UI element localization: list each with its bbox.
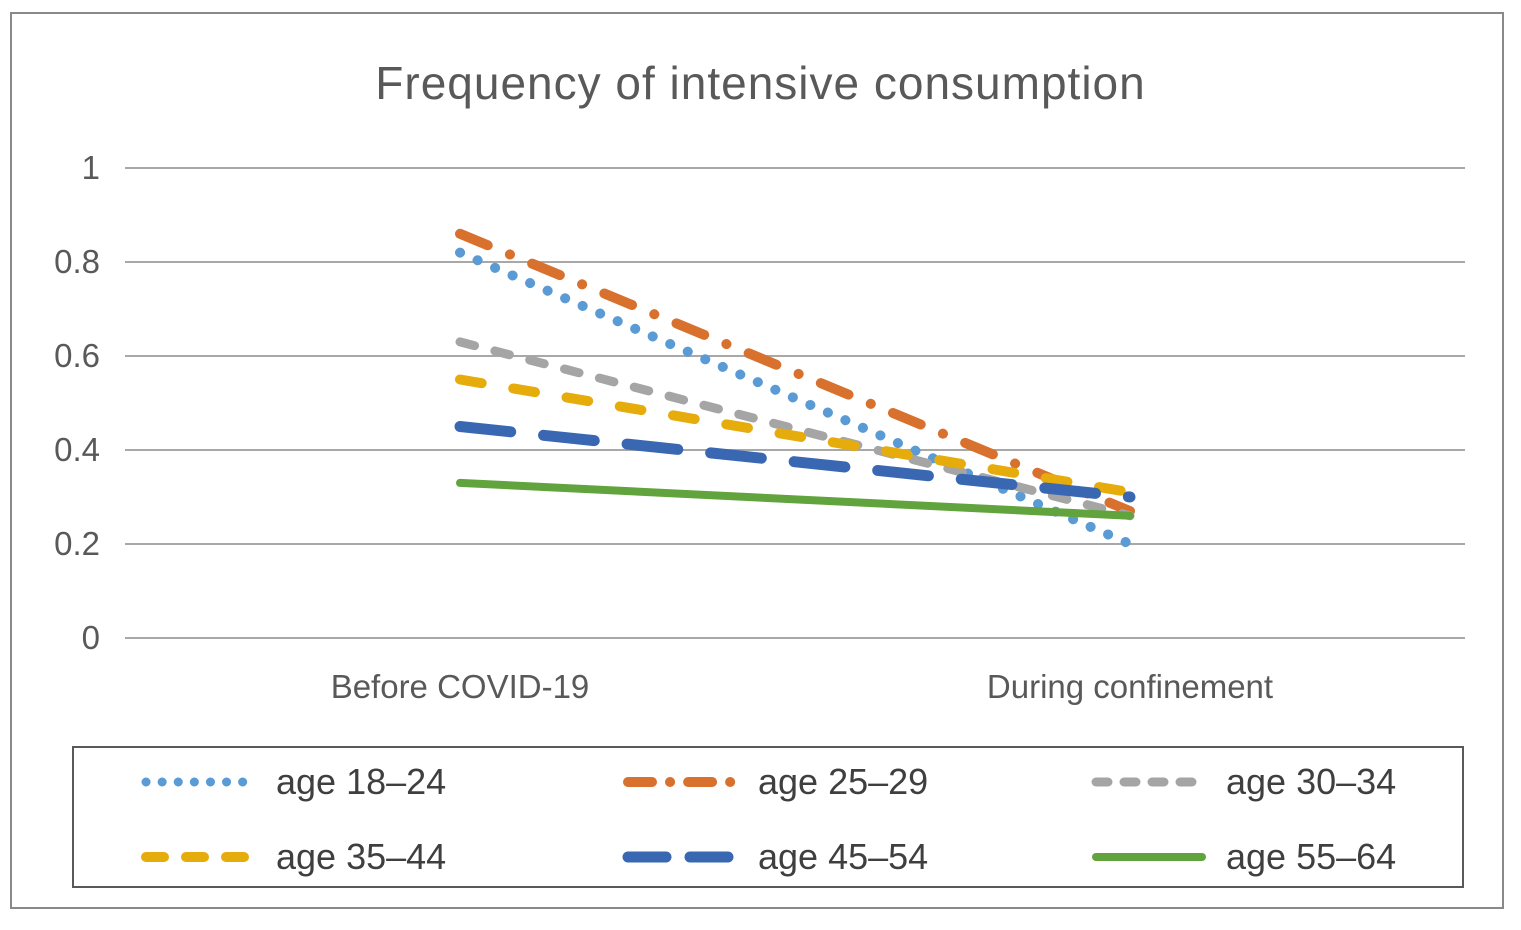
y-tick-label: 0.4 — [54, 431, 100, 468]
series-line-age-30–34 — [455, 337, 1135, 521]
chart-title: Frequency of intensive consumption — [375, 57, 1146, 109]
x-category-label: Before COVID-19 — [330, 668, 590, 705]
y-tick-label: 0.8 — [54, 243, 100, 280]
legend-item: age 45–54 — [622, 836, 928, 878]
legend-swatch — [141, 777, 257, 787]
legend-swatch — [1091, 777, 1207, 787]
y-tick-label: 0 — [81, 619, 100, 656]
legend-swatch — [1092, 853, 1206, 861]
legend-swatch — [141, 852, 257, 862]
legend-label: age 45–54 — [758, 836, 929, 877]
legend-label: age 30–34 — [1226, 761, 1397, 802]
legend-swatch — [622, 851, 740, 863]
series-line-age-18–24 — [455, 247, 1135, 549]
legend-item: age 30–34 — [1090, 761, 1396, 803]
y-tick-label: 0.6 — [54, 337, 100, 374]
series-line-age-25–29 — [455, 228, 1135, 517]
series-line-age-45–54 — [454, 421, 1136, 503]
legend-label: age 18–24 — [276, 761, 447, 802]
y-tick-label: 1 — [81, 149, 100, 186]
legend-item: age 25–29 — [622, 761, 928, 803]
legend-label: age 25–29 — [758, 761, 929, 802]
legend-swatch — [623, 777, 739, 787]
legend: age 18–24 age 25–29 age 30–34 age 35–44 age … — [72, 746, 1464, 888]
series-line-age-35–44 — [455, 374, 1135, 498]
legend-label: age 55–64 — [1226, 836, 1397, 877]
series-line-age-55–64 — [456, 478, 1134, 520]
legend-item: age 18–24 — [140, 761, 446, 803]
x-category-label: During confinement — [986, 668, 1274, 705]
legend-item: age 35–44 — [140, 836, 446, 878]
legend-item: age 55–64 — [1090, 836, 1396, 878]
y-tick-label: 0.2 — [54, 525, 100, 562]
legend-label: age 35–44 — [276, 836, 447, 877]
